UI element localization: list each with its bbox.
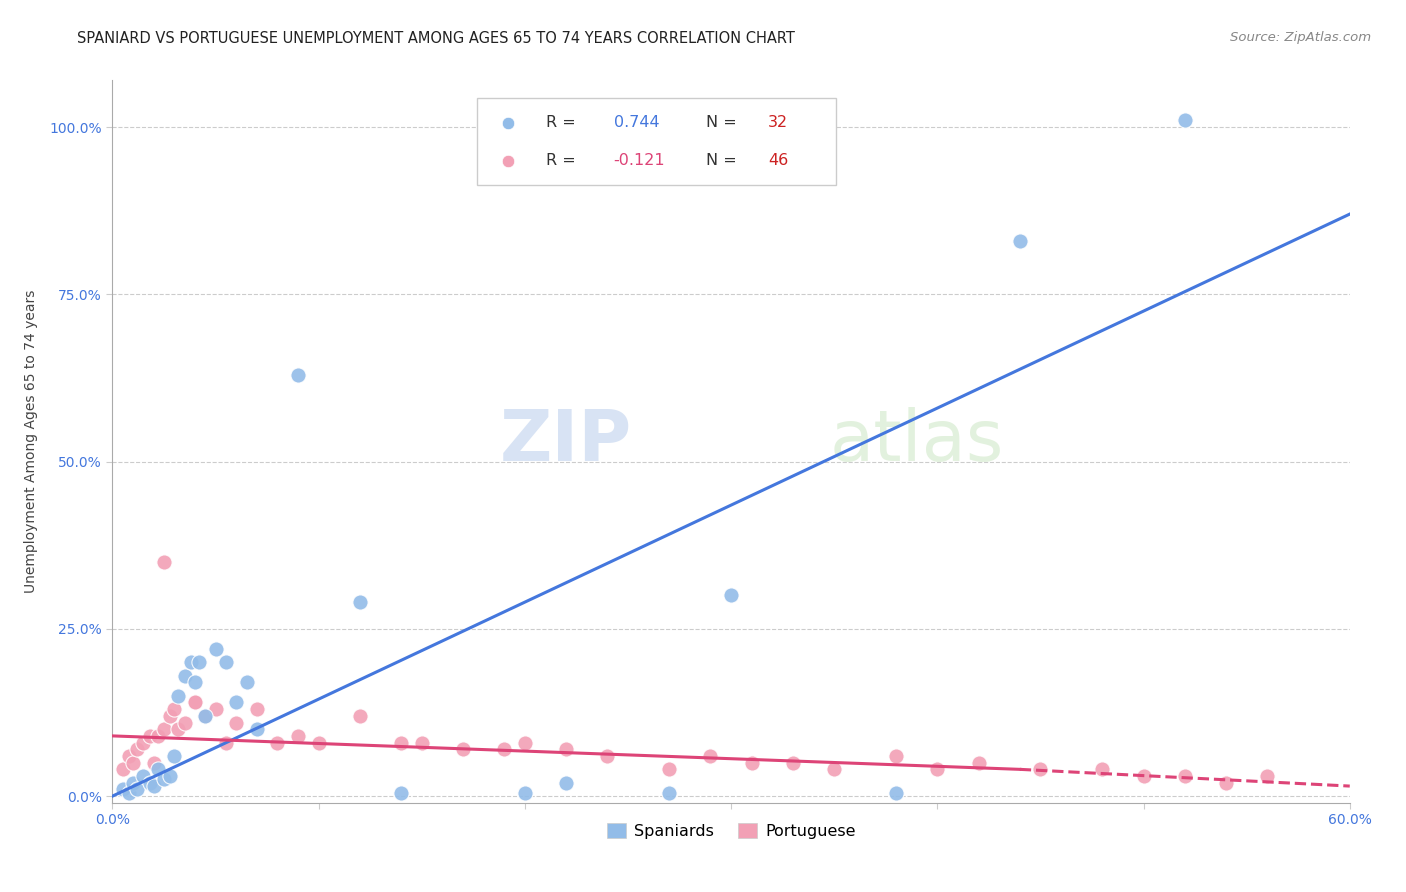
Text: 46: 46 bbox=[768, 153, 789, 169]
Text: 0.744: 0.744 bbox=[613, 115, 659, 130]
Point bbox=[349, 708, 371, 723]
Point bbox=[142, 779, 165, 793]
Point bbox=[308, 735, 330, 749]
Point bbox=[127, 782, 149, 797]
Point bbox=[180, 655, 202, 669]
Point bbox=[138, 729, 160, 743]
Point bbox=[194, 708, 217, 723]
Point bbox=[1215, 776, 1237, 790]
Point bbox=[173, 715, 195, 730]
Point bbox=[494, 742, 516, 756]
Point bbox=[184, 696, 207, 710]
Point bbox=[153, 723, 176, 737]
Text: atlas: atlas bbox=[830, 407, 1004, 476]
Point bbox=[761, 194, 783, 209]
Point bbox=[235, 675, 257, 690]
Point bbox=[451, 742, 474, 756]
Point bbox=[111, 762, 134, 776]
Point bbox=[1174, 769, 1197, 783]
Point bbox=[204, 702, 226, 716]
Text: N =: N = bbox=[706, 153, 742, 169]
Point bbox=[122, 756, 145, 770]
Point bbox=[884, 749, 907, 764]
Text: SPANIARD VS PORTUGUESE UNEMPLOYMENT AMONG AGES 65 TO 74 YEARS CORRELATION CHART: SPANIARD VS PORTUGUESE UNEMPLOYMENT AMON… bbox=[77, 31, 796, 46]
Point bbox=[1008, 234, 1031, 248]
Point bbox=[146, 729, 169, 743]
Point bbox=[153, 772, 176, 787]
Point bbox=[699, 749, 721, 764]
Point bbox=[389, 735, 412, 749]
Point bbox=[1256, 769, 1278, 783]
Point bbox=[194, 708, 217, 723]
Text: R =: R = bbox=[546, 115, 581, 130]
Point bbox=[596, 749, 619, 764]
Text: N =: N = bbox=[706, 115, 742, 130]
Legend: Spaniards, Portuguese: Spaniards, Portuguese bbox=[600, 817, 862, 846]
Point bbox=[184, 696, 207, 710]
Point bbox=[159, 708, 181, 723]
Point bbox=[132, 735, 155, 749]
Point bbox=[1132, 769, 1154, 783]
Point bbox=[720, 589, 742, 603]
Point bbox=[127, 742, 149, 756]
Point bbox=[215, 655, 238, 669]
Point bbox=[184, 675, 207, 690]
Point bbox=[967, 756, 990, 770]
Point bbox=[349, 595, 371, 609]
Point bbox=[246, 702, 269, 716]
Point bbox=[1091, 762, 1114, 776]
Point bbox=[142, 756, 165, 770]
Point bbox=[884, 786, 907, 800]
Point bbox=[118, 749, 141, 764]
Text: -0.121: -0.121 bbox=[613, 153, 665, 169]
Point bbox=[132, 769, 155, 783]
Point bbox=[167, 723, 190, 737]
Point bbox=[188, 655, 211, 669]
Point bbox=[167, 689, 190, 703]
Text: 32: 32 bbox=[768, 115, 789, 130]
Point bbox=[146, 762, 169, 776]
Point bbox=[658, 762, 681, 776]
Point bbox=[246, 723, 269, 737]
Point bbox=[138, 776, 160, 790]
Bar bbox=[478, 98, 837, 185]
Point bbox=[159, 769, 181, 783]
Text: R =: R = bbox=[546, 153, 581, 169]
Point bbox=[111, 782, 134, 797]
Point bbox=[122, 776, 145, 790]
Point bbox=[1174, 113, 1197, 128]
Point bbox=[153, 555, 176, 569]
Point bbox=[225, 715, 247, 730]
Point bbox=[761, 159, 783, 173]
Point bbox=[1029, 762, 1052, 776]
Text: ZIP: ZIP bbox=[501, 407, 633, 476]
Y-axis label: Unemployment Among Ages 65 to 74 years: Unemployment Among Ages 65 to 74 years bbox=[24, 290, 38, 593]
Point bbox=[782, 756, 804, 770]
Point bbox=[823, 762, 845, 776]
Point bbox=[389, 786, 412, 800]
Point bbox=[927, 762, 949, 776]
Point bbox=[741, 756, 763, 770]
Point bbox=[204, 642, 226, 657]
Point bbox=[658, 786, 681, 800]
Point bbox=[411, 735, 433, 749]
Point bbox=[266, 735, 288, 749]
Point bbox=[118, 786, 141, 800]
Point bbox=[163, 749, 186, 764]
Point bbox=[215, 735, 238, 749]
Point bbox=[225, 696, 247, 710]
Point bbox=[173, 669, 195, 683]
Point bbox=[287, 729, 309, 743]
Point bbox=[555, 776, 578, 790]
Point bbox=[513, 786, 536, 800]
Point bbox=[555, 742, 578, 756]
Point bbox=[163, 702, 186, 716]
Point bbox=[513, 735, 536, 749]
Text: Source: ZipAtlas.com: Source: ZipAtlas.com bbox=[1230, 31, 1371, 45]
Point bbox=[287, 368, 309, 382]
